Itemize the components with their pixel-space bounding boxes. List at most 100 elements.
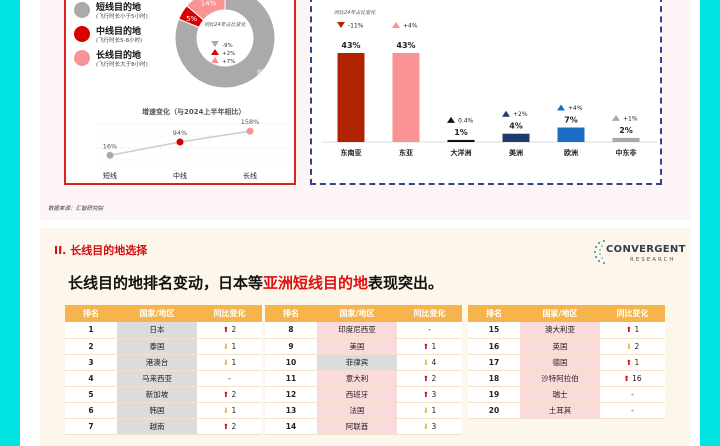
- change-value: 1: [231, 405, 237, 415]
- logo-sub-text: RESEARCH: [630, 257, 676, 263]
- rank-cell: 13: [265, 402, 317, 419]
- ranking-table: 排名 国家/地区 同比变化 8 印度尼西亚 -9 美国 ⬆ 1 10 菲律宾 ⬇ 4 11 意大利 ⬆ 2…: [265, 305, 462, 435]
- change-cell: ⬆ 3: [397, 386, 462, 403]
- change-cell: ⬆ 2: [197, 322, 262, 339]
- bar: [612, 137, 640, 142]
- donut-slice-label: 82%: [257, 68, 273, 76]
- change-value: 1: [634, 357, 640, 367]
- country-cell: 港澳台: [117, 354, 197, 371]
- bar: [447, 139, 475, 142]
- change-value: 1: [431, 405, 437, 415]
- table-row: 12 西班牙 ⬆ 3: [265, 386, 462, 403]
- bar-category-label: 美洲: [509, 148, 523, 157]
- rank-cell: 1: [65, 322, 117, 339]
- change-cell: ⬇ 4: [397, 354, 462, 371]
- rank-cell: 17: [468, 354, 520, 371]
- bar-category-label: 大洋洲: [451, 148, 472, 157]
- bar-category-label: 东亚: [399, 148, 413, 157]
- change-triangle-icon: [612, 114, 620, 121]
- bar-category-label: 欧洲: [564, 148, 578, 157]
- change-value: 1: [634, 325, 640, 335]
- rank-cell: 15: [468, 322, 520, 339]
- logo-dots-icon: [594, 240, 605, 264]
- table-row: 2 泰国 ⬇ 1: [65, 338, 262, 355]
- table-row: 15 澳大利亚 ⬆ 1: [468, 322, 665, 339]
- change-cell: ⬇ 1: [197, 338, 262, 355]
- growth-value-label: 94%: [173, 129, 187, 137]
- arrow-up-icon: ⬆: [222, 421, 230, 431]
- country-cell: 英国: [520, 338, 600, 355]
- headline-part: 表现突出。: [368, 274, 444, 292]
- legend-subtitle: (飞行时长小于5小时): [96, 14, 148, 20]
- change-value: 2: [231, 389, 237, 399]
- change-cell: -: [397, 322, 462, 339]
- long-haul-section: II. 长线目的地选择 CONVERGENT RESEARCH 长线目的地排名变…: [40, 228, 690, 446]
- table-row: 14 阿联酋 ⬇ 3: [265, 418, 462, 435]
- growth-point: [106, 151, 114, 159]
- growth-category-label: 长线: [243, 171, 257, 180]
- donut-slice: [186, 0, 226, 21]
- change-triangle-icon: [557, 104, 565, 111]
- country-cell: 菲律宾: [317, 354, 397, 371]
- change-value: -: [428, 325, 431, 335]
- rank-cell: 9: [265, 338, 317, 355]
- growth-title: 增速变化（与2024上半年相比）: [142, 108, 246, 116]
- bar-category-label: 中东非: [616, 148, 637, 157]
- change-cell: ⬇ 1: [397, 402, 462, 419]
- country-cell: 德国: [520, 354, 600, 371]
- legend-dot: [74, 2, 90, 18]
- growth-line-chart: 16% 短线 94% 中线 158% 长线: [96, 118, 286, 180]
- convergent-logo: CONVERGENT RESEARCH: [592, 238, 685, 268]
- column-header: 排名: [468, 305, 520, 322]
- bar-change-label: -11%: [348, 23, 364, 30]
- bar-change-label: +4%: [403, 23, 418, 30]
- growth-value-label: 158%: [241, 118, 260, 126]
- bar-category-label: 东南亚: [341, 148, 362, 157]
- section-title: II. 长线目的地选择: [54, 244, 148, 257]
- donut-change-label: -9%: [222, 43, 233, 49]
- column-header: 国家/地区: [520, 305, 600, 322]
- country-cell: 土耳其: [520, 402, 600, 419]
- change-cell: ⬇ 3: [397, 418, 462, 435]
- change-cell: ⬇ 1: [197, 402, 262, 419]
- ranking-table: 排名 国家/地区 同比变化 1 日本 ⬆ 2 2 泰国 ⬇ 1 3 港澳台 ⬇ 1 4 马来西亚 -5 新加坡…: [65, 305, 262, 435]
- column-header: 国家/地区: [317, 305, 397, 322]
- table-row: 5 新加坡 ⬆ 2: [65, 386, 262, 403]
- country-cell: 瑞士: [520, 386, 600, 403]
- region-bar-panel: 同比24年占比变化 43% -11% 东南亚 43% +4% 东亚 1% 0.4% 大洋洲 4% +2…: [310, 0, 662, 185]
- donut-change-label: +7%: [222, 59, 235, 65]
- change-value: 1: [231, 341, 237, 351]
- bar: [557, 127, 585, 142]
- column-header: 国家/地区: [117, 305, 197, 322]
- growth-point: [176, 138, 184, 146]
- table-row: 6 韩国 ⬇ 1: [65, 402, 262, 419]
- table-row: 10 菲律宾 ⬇ 4: [265, 354, 462, 371]
- change-cell: ⬆ 16: [600, 370, 665, 387]
- ranking-table: 排名 国家/地区 同比变化 15 澳大利亚 ⬆ 1 16 英国 ⬇ 2 17 德国 ⬆ 1 18 沙特阿拉…: [468, 305, 665, 419]
- change-value: 1: [231, 357, 237, 367]
- country-cell: 韩国: [117, 402, 197, 419]
- change-cell: ⬆ 1: [600, 354, 665, 371]
- table-header: 排名 国家/地区 同比变化: [265, 305, 462, 322]
- rank-cell: 3: [65, 354, 117, 371]
- arrow-up-icon: ⬆: [222, 389, 230, 399]
- change-value: 2: [231, 325, 237, 335]
- column-header: 同比变化: [397, 305, 462, 322]
- donut-change-label: +2%: [222, 51, 235, 57]
- rank-cell: 10: [265, 354, 317, 371]
- donut-slice-label: 5%: [186, 15, 197, 23]
- bar-change-label: +4%: [568, 105, 583, 112]
- donut-slice: [174, 0, 276, 89]
- bar-change-label: +1%: [623, 115, 638, 122]
- rank-cell: 4: [65, 370, 117, 387]
- legend-dot: [74, 26, 90, 42]
- arrow-up-icon: ⬆: [422, 389, 430, 399]
- region-bar-chart: 同比24年占比变化 43% -11% 东南亚 43% +4% 东亚 1% 0.4% 大洋洲 4% +2…: [322, 9, 657, 157]
- change-triangle-icon: [211, 41, 219, 47]
- change-cell: ⬇ 2: [600, 338, 665, 355]
- change-triangle-icon: [337, 22, 345, 28]
- donut-center-title: 同比24年占比变化: [204, 21, 246, 28]
- change-value: -: [631, 405, 634, 415]
- change-triangle-icon: [447, 116, 455, 123]
- arrow-up-icon: ⬆: [222, 325, 230, 335]
